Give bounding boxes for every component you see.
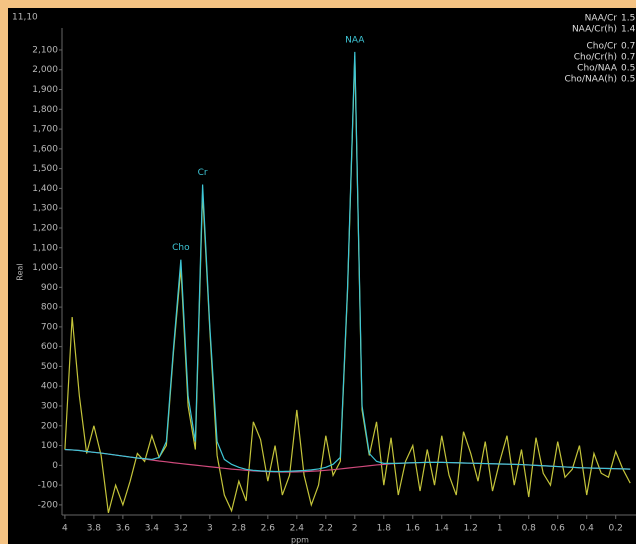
peak-label: Cho: [172, 243, 190, 253]
ratio-value: 0.7: [621, 42, 635, 52]
spectrum-line: [64, 51, 631, 473]
y-tick-label: 1,100: [32, 243, 58, 253]
y-tick-label: -100: [38, 481, 59, 491]
x-tick-label: 3.4: [145, 524, 160, 534]
ratio-value: 0.7: [621, 53, 635, 63]
chart-title: 11,10: [12, 13, 38, 23]
y-tick-label: 1,300: [32, 204, 58, 214]
y-tick-label: 1,800: [32, 105, 58, 115]
x-tick-label: 0.2: [609, 524, 623, 534]
y-tick-label: -200: [38, 500, 59, 510]
ratio-value: 1.5: [621, 14, 635, 24]
ratio-name: NAA/Cr(h): [572, 25, 617, 35]
x-tick-label: 0.8: [522, 524, 537, 534]
x-tick-label: 3.2: [174, 524, 188, 534]
y-tick-label: 600: [41, 342, 58, 352]
x-tick-label: 1.2: [464, 524, 478, 534]
y-tick-label: 900: [41, 283, 58, 293]
ratio-value: 0.5: [621, 75, 635, 85]
x-tick-label: 2: [352, 524, 358, 534]
y-tick-label: 100: [41, 441, 58, 451]
ratio-name: NAA/Cr: [585, 14, 618, 24]
y-tick-label: 2,000: [32, 65, 58, 75]
peak-label: Cr: [198, 168, 208, 178]
lines: [64, 51, 631, 513]
x-tick-label: 1.8: [377, 524, 392, 534]
y-tick-label: 1,400: [32, 184, 58, 194]
x-tick-label: 0.6: [551, 524, 566, 534]
y-tick-label: 0: [52, 461, 58, 471]
peak-label: NAA: [345, 35, 365, 45]
ratio-name: Cho/Cr: [586, 42, 617, 52]
x-tick-label: 3: [207, 524, 213, 534]
y-tick-label: 1,200: [32, 223, 58, 233]
y-tick-label: 1,900: [32, 85, 58, 95]
y-axis-label: Real: [16, 263, 25, 280]
x-tick-label: 2.6: [261, 524, 276, 534]
x-tick-label: 2.4: [290, 524, 305, 534]
x-tick-label: 1: [497, 524, 503, 534]
x-tick-label: 3.6: [116, 524, 131, 534]
y-tick-label: 400: [41, 382, 58, 392]
x-tick-label: 0.4: [580, 524, 595, 534]
ratio-value: 1.4: [621, 25, 636, 35]
y-tick-label: 800: [41, 303, 58, 313]
y-tick-label: 1,000: [32, 263, 58, 273]
x-tick-label: 4: [62, 524, 68, 534]
y-tick-label: 300: [41, 402, 58, 412]
ratio-name: Cho/NAA: [577, 64, 618, 74]
y-tick-label: 2,100: [32, 45, 58, 55]
x-tick-label: 2.2: [319, 524, 333, 534]
y-tick-label: 1,700: [32, 125, 58, 135]
x-tick-label: 1.6: [406, 524, 421, 534]
ratio-name: Cho/NAA(h): [564, 75, 617, 85]
ratio-name: Cho/Cr(h): [574, 53, 617, 63]
x-tick-label: 1.4: [435, 524, 450, 534]
x-tick-label: 3.8: [87, 524, 102, 534]
x-axis-label: ppm: [291, 536, 309, 544]
x-tick-label: 2.8: [232, 524, 247, 534]
ratio-value: 0.5: [621, 64, 635, 74]
y-tick-label: 1,500: [32, 164, 58, 174]
y-tick-label: 500: [41, 362, 58, 372]
y-tick-label: 700: [41, 322, 58, 332]
y-tick-label: 1,600: [32, 144, 58, 154]
y-tick-label: 200: [41, 421, 58, 431]
